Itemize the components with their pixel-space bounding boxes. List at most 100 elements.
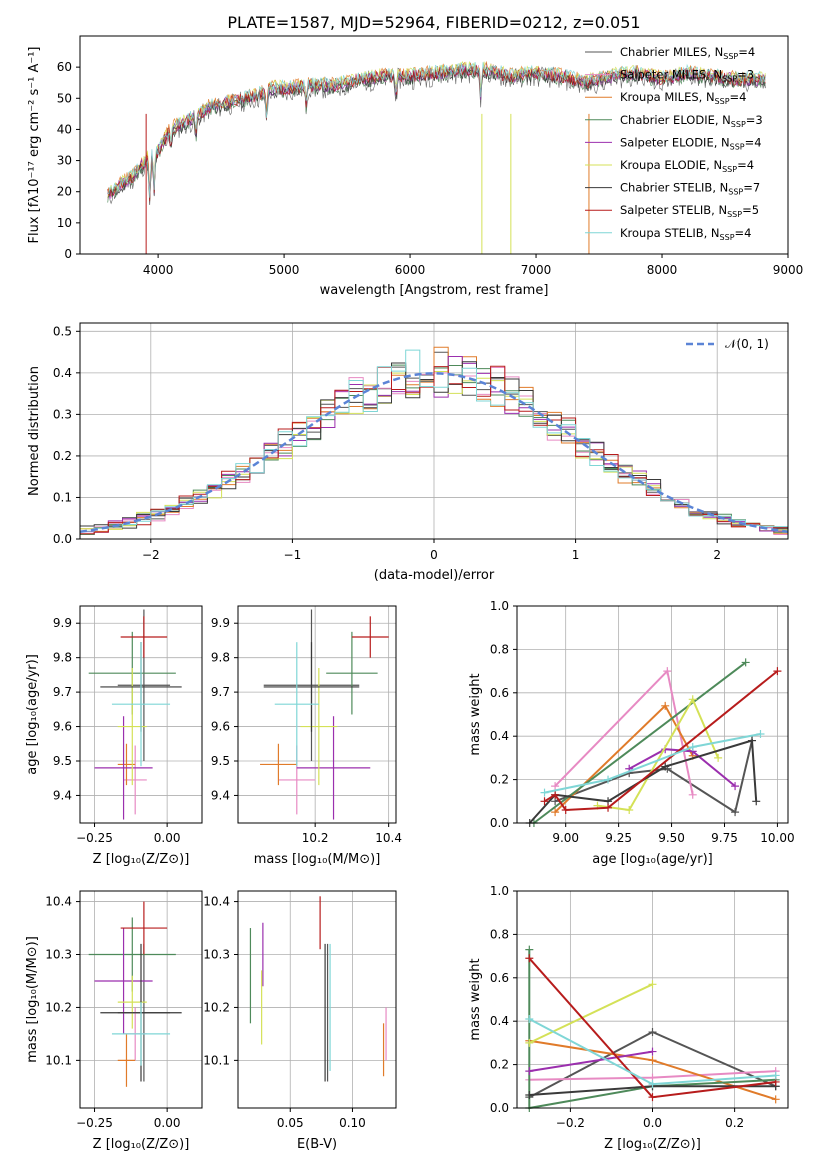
z-weight-ytick-label: 0.4	[490, 1014, 509, 1028]
legend-label: Salpeter ELODIE, NSSP=4	[620, 135, 762, 151]
spectrum-legend: Chabrier MILES, NSSP=4 Salpeter MILES, NS…	[585, 45, 763, 242]
residuals-ylabel: Normed distribution	[27, 366, 42, 496]
age-weight-point	[540, 797, 549, 806]
z-mass-ytick-label: 10.3	[45, 948, 72, 962]
ebv-mass-ytick-label: 10.4	[203, 895, 230, 909]
z-weight-series-line	[528, 949, 776, 1110]
z-mass-xlabel: Z [log₁₀(Z/Z⊙)]	[93, 1137, 190, 1152]
age-weight-point	[551, 808, 560, 817]
mass-age-xtick-label: 10.4	[375, 831, 402, 845]
age-weight-xlabel: age [log₁₀(age/yr)]	[592, 852, 713, 867]
mass-age-ytick-label: 9.6	[211, 720, 230, 734]
z-age-ylabel: age [log₁₀(age/yr)]	[25, 654, 40, 775]
parameter-panels: −0.25 0.00 9.4 9.5 9.6 9.7 9.8 9.9 Z [log₁₀(Z/Z⊙…	[25, 599, 795, 1152]
age-weight-point	[561, 805, 570, 814]
age-weight-point	[756, 730, 765, 739]
gaussian-curve	[79, 372, 789, 533]
z-weight-ylabel: mass weight	[468, 958, 483, 1040]
age-weight-ytick-label: 0.4	[490, 729, 509, 743]
z-weight-point	[525, 945, 534, 954]
ebv-mass-xlabel: E(B-V)	[297, 1137, 337, 1152]
age-weight-xtick-label: 10.00	[760, 831, 794, 845]
age-weight-ytick-label: 0.8	[490, 642, 509, 656]
z-weight-series-line	[528, 983, 653, 1044]
mass-age-ytick-label: 9.5	[211, 754, 230, 768]
z-weight-point	[648, 1056, 657, 1065]
mass-age-ytick-label: 9.4	[211, 788, 230, 802]
spectrum-xtick-label: 9000	[773, 263, 804, 277]
age-weight-point	[661, 762, 670, 771]
spectrum-ytick-label: 60	[57, 60, 72, 74]
spectrum-line	[107, 64, 766, 200]
residuals-panel: −2 −1 0 1 2 0.0 0.1 0.2 0.3 0.4 0.5 𝒩(0, 1) (data-…	[27, 322, 789, 583]
spectrum-line	[107, 64, 766, 199]
spectrum-ytick-label: 50	[57, 91, 72, 105]
residuals-ytick-label: 0.5	[53, 324, 72, 338]
z-mass-ytick-label: 10.2	[45, 1000, 72, 1014]
z-weight-point	[648, 1093, 657, 1102]
age-weight-series-line	[554, 669, 694, 796]
z-age-panel: −0.25 0.00 9.4 9.5 9.6 9.7 9.8 9.9 Z [log₁₀(Z/Z⊙…	[25, 605, 203, 867]
z-weight-series-line	[529, 1050, 653, 1073]
z-weight-ytick-label: 0.8	[490, 927, 509, 941]
residuals-ytick-label: 0.0	[53, 532, 72, 546]
age-weight-xtick-label: 9.00	[552, 831, 579, 845]
z-weight-point	[525, 954, 534, 963]
age-weight-point	[661, 701, 670, 710]
ebv-mass-ytick-label: 10.2	[203, 1000, 230, 1014]
z-age-xlabel: Z [log₁₀(Z/Z⊙)]	[93, 852, 190, 867]
z-mass-ytick-label: 10.1	[45, 1053, 72, 1067]
age-weight-point	[731, 782, 740, 791]
mass-age-panel: 10.2 10.4 9.4 9.5 9.6 9.7 9.8 9.9 mass [log₁₀(M/…	[211, 605, 402, 867]
spectrum-ytick-label: 30	[57, 154, 72, 168]
residuals-plot-area: −2 −1 0 1 2 0.0 0.1 0.2 0.3 0.4 0.5	[53, 323, 789, 562]
z-weight-xtick-label: 0.2	[725, 1116, 744, 1130]
age-weight-point	[688, 695, 697, 704]
age-weight-ytick-label: 0.6	[490, 686, 509, 700]
ebv-mass-frame	[237, 890, 397, 1109]
z-mass-frame	[79, 890, 203, 1109]
z-age-ytick-label: 9.6	[53, 720, 72, 734]
spectrum-xtick-label: 5000	[269, 263, 300, 277]
spectrum-ytick-label: 20	[57, 185, 72, 199]
age-weight-point	[748, 736, 757, 745]
z-mass-ylabel: mass [log₁₀(M/M⊙)]	[25, 936, 40, 1063]
z-weight-point	[648, 1028, 657, 1037]
mass-age-xlabel: mass [log₁₀(M/M⊙)]	[254, 852, 381, 867]
age-weight-point	[741, 658, 750, 667]
z-age-ytick-label: 9.5	[53, 754, 72, 768]
z-weight-ytick-label: 0.6	[490, 971, 509, 985]
spectrum-xlabel: wavelength [Angstrom, rest frame]	[320, 283, 549, 298]
z-weight-point	[648, 1080, 657, 1089]
spectrum-line	[107, 61, 766, 198]
z-age-ytick-label: 9.4	[53, 788, 72, 802]
age-weight-point	[714, 753, 723, 762]
gaussian-legend-label: 𝒩(0, 1)	[725, 337, 769, 351]
age-weight-xtick-label: 9.25	[605, 831, 632, 845]
age-weight-point	[551, 782, 560, 791]
figure-title: PLATE=1587, MJD=52964, FIBERID=0212, z=0…	[227, 13, 640, 32]
residuals-xlabel: (data-model)/error	[374, 568, 495, 583]
age-weight-point	[625, 805, 634, 814]
age-weight-point	[663, 667, 672, 676]
spectrum-plot-area: 4000 5000 6000 7000 8000 9000 0 10 20 30 40 50 60	[57, 60, 804, 277]
age-weight-point	[752, 797, 761, 806]
z-age-ytick-label: 9.8	[53, 651, 72, 665]
residuals-frame	[79, 322, 789, 540]
z-weight-point	[771, 1071, 780, 1080]
z-weight-frame	[516, 890, 789, 1109]
ebv-mass-panel: 0.05 0.10 10.1 10.2 10.3 10.4 E(B-V)	[203, 890, 397, 1152]
z-age-ytick-label: 9.9	[53, 616, 72, 630]
z-weight-point	[525, 1067, 534, 1076]
spectrum-xtick-label: 8000	[647, 263, 678, 277]
z-age-xtick-label: 0.00	[154, 831, 181, 845]
age-weight-xtick-label: 9.75	[711, 831, 738, 845]
ebv-mass-xtick-label: 0.10	[339, 1116, 366, 1130]
z-weight-point	[525, 1038, 534, 1047]
spectrum-ytick-label: 40	[57, 122, 72, 136]
z-mass-xtick-label: 0.00	[154, 1116, 181, 1130]
z-age-frame	[79, 605, 203, 824]
age-weight-point	[688, 790, 697, 799]
z-weight-ytick-label: 0.0	[490, 1101, 509, 1115]
